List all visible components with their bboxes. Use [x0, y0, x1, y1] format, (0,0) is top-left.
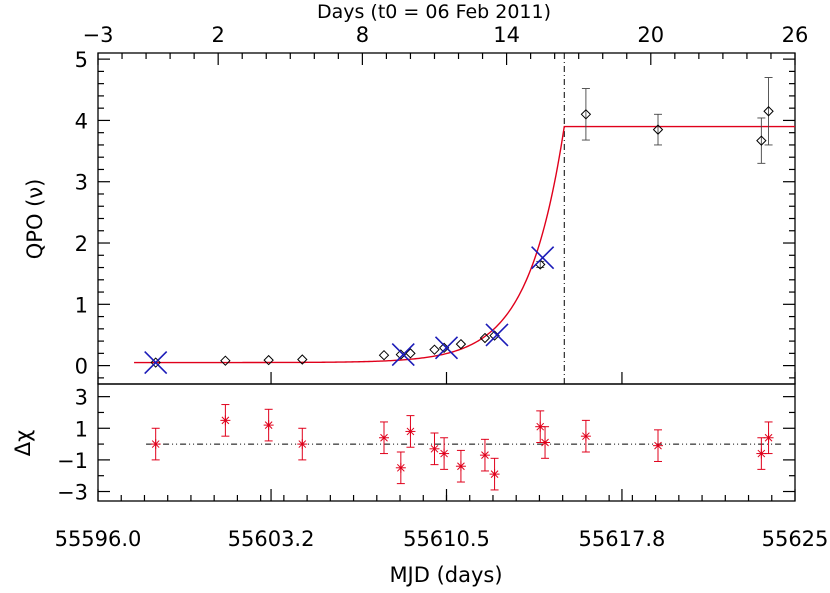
x-tick-label: 55625 — [762, 527, 829, 551]
residual-star-marker — [405, 426, 416, 437]
res-y-tick-label: −1 — [57, 449, 88, 473]
data-point-diamond — [405, 348, 416, 359]
residual-star-marker — [395, 462, 406, 473]
data-point-diamond — [479, 332, 491, 344]
model-cross-stroke — [531, 246, 555, 270]
top-tick-label: 26 — [782, 23, 809, 47]
residual-y-axis-title: Δχ — [11, 430, 35, 457]
model-cross-stroke — [391, 343, 415, 367]
res-y-tick-label: −3 — [57, 481, 88, 505]
residual-star-marker — [489, 469, 500, 480]
data-point-diamond — [263, 354, 274, 366]
bottom-axis-title: MJD (days) — [389, 563, 502, 587]
top-tick-label: 8 — [356, 23, 369, 47]
fit-curve — [134, 125, 795, 364]
top-axis: −3 2 8 14 20 26 — [83, 23, 809, 65]
residual-star-marker — [580, 431, 591, 442]
main-panel-ticks: 0 1 2 3 4 5 — [75, 48, 795, 379]
model-cross-stroke — [485, 323, 509, 347]
data-point-diamond — [378, 349, 390, 361]
bottom-axis: 55596.0 55603.2 55610.5 55617.8 55625 — [55, 372, 829, 551]
main-panel-frame — [97, 52, 796, 385]
top-tick-label: 20 — [637, 23, 664, 47]
main-y-tick-label: 1 — [75, 293, 88, 317]
data-point-diamond — [763, 106, 774, 117]
main-panel-plot — [134, 53, 795, 384]
residual-panel-ticks: 3 1 −1 −3 — [57, 386, 795, 505]
residual-panel-frame — [97, 383, 796, 502]
data-point-diamond — [455, 338, 467, 350]
data-point-diamond — [429, 344, 440, 355]
x-tick-label: 55603.2 — [228, 527, 315, 551]
top-tick-label: −3 — [83, 23, 114, 47]
residual-panel-plot — [146, 404, 783, 491]
data-point-diamond — [652, 124, 664, 135]
main-y-tick-label: 0 — [75, 355, 88, 379]
res-y-tick-label: 1 — [75, 417, 88, 441]
x-tick-label: 55617.8 — [579, 527, 666, 551]
residual-star-marker — [297, 439, 308, 450]
residual-star-marker — [379, 432, 390, 443]
main-y-tick-label: 4 — [75, 109, 88, 133]
top-tick-label: 14 — [493, 23, 520, 47]
residual-star-marker — [439, 448, 450, 459]
main-y-tick-label: 5 — [75, 48, 88, 72]
top-tick-label: 2 — [211, 23, 224, 47]
main-y-tick-label: 3 — [75, 171, 88, 195]
residual-star-marker — [455, 461, 466, 472]
residual-star-marker — [479, 450, 490, 461]
x-tick-label: 55596.0 — [55, 527, 142, 551]
data-point-diamond — [756, 135, 767, 146]
data-point-diamond — [220, 355, 231, 366]
residual-star-marker — [535, 421, 546, 432]
x-tick-label: 55610.5 — [403, 527, 490, 551]
model-cross-stroke — [144, 350, 168, 375]
data-point-diamond — [150, 357, 161, 368]
residual-star-marker — [429, 443, 440, 454]
main-y-tick-label: 2 — [75, 232, 88, 256]
main-y-axis-title: QPO (ν) — [23, 179, 47, 260]
data-point-diamond — [297, 354, 308, 365]
res-y-tick-label: 3 — [75, 386, 88, 410]
residual-star-marker — [763, 432, 774, 443]
residual-star-marker — [653, 440, 664, 451]
residual-star-marker — [150, 439, 161, 450]
data-point-diamond — [580, 109, 592, 120]
top-axis-title: Days (t0 = 06 Feb 2011) — [317, 1, 551, 23]
residual-star-marker — [540, 437, 551, 448]
residual-star-marker — [220, 415, 231, 426]
model-cross-stroke — [434, 336, 459, 360]
residual-star-marker — [263, 420, 274, 431]
